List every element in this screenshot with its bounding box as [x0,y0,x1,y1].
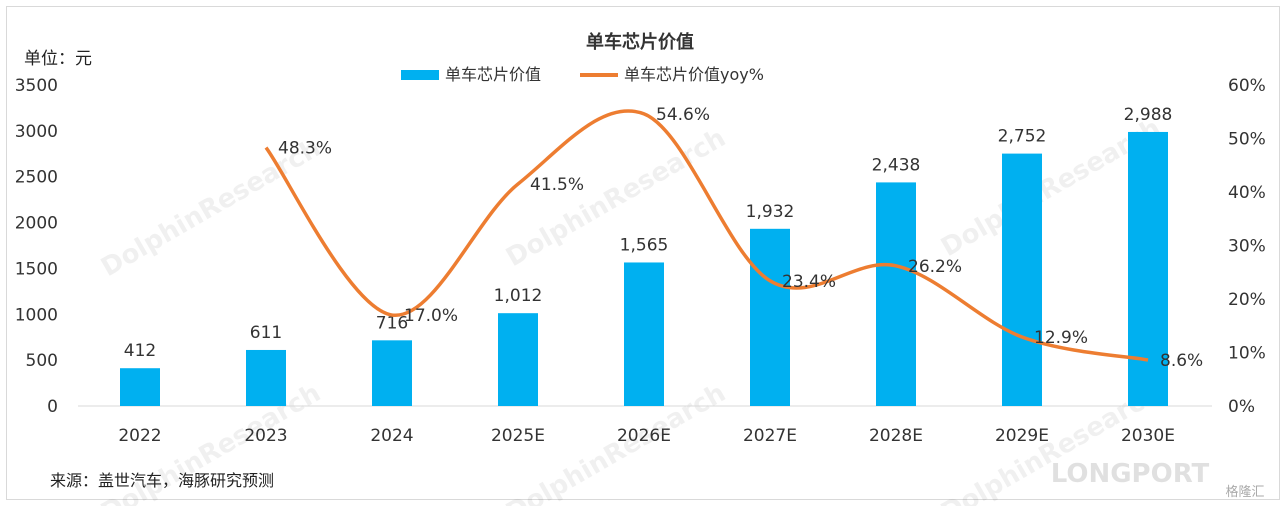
bar [876,182,916,406]
bar [1128,131,1168,407]
x-tick-label: 2029E [995,426,1049,446]
x-tick-label: 2026E [617,426,671,446]
y-left-tick-label: 3000 [15,122,58,142]
yoy-value-label: 8.6% [1160,351,1203,371]
bar-value-label: 412 [124,341,156,361]
x-tick-label: 2030E [1121,426,1175,446]
legend-label-line: 单车芯片价值yoy% [624,65,764,84]
y-right-tick-label: 30% [1228,237,1266,257]
yoy-value-label: 12.9% [1034,328,1088,348]
bar-value-label: 1,932 [746,202,795,222]
unit-label: 单位：元 [24,49,92,69]
y-right-tick-label: 20% [1228,290,1266,310]
source-label: 来源：盖世汽车，海豚研究预测 [50,471,275,490]
bar [120,368,160,406]
x-tick-label: 2023 [244,426,287,446]
bar-value-label: 1,565 [620,235,669,255]
yoy-value-label: 23.4% [782,272,836,292]
yoy-value-label: 17.0% [404,306,458,326]
bar [246,349,286,406]
brand-mark: LONGPORT [1051,459,1210,489]
x-tick-label: 2025E [491,426,545,446]
x-tick-label: 2024 [370,426,413,446]
chart-frame [6,6,1280,500]
yoy-value-label: 54.6% [656,105,710,125]
y-left-tick-label: 1500 [15,259,58,279]
y-left-tick-label: 2500 [15,168,58,188]
bar-value-label: 1,012 [494,286,543,306]
x-tick-label: 2027E [743,426,797,446]
bar-value-label: 2,988 [1124,105,1173,125]
x-tick-label: 2028E [869,426,923,446]
x-tick-label: 2022 [118,426,161,446]
bar [1002,153,1042,406]
bar-value-label: 716 [376,313,408,333]
y-left-tick-label: 500 [26,351,58,371]
bar-value-label: 2,752 [998,127,1047,147]
y-right-tick-label: 40% [1228,183,1266,203]
y-left-tick-label: 0 [47,397,58,417]
brand-mark-small: 格隆汇 [1225,484,1264,500]
bar [750,228,790,406]
yoy-value-label: 48.3% [278,139,332,159]
y-right-tick-label: 0% [1228,397,1255,417]
y-left-tick-label: 1000 [15,305,58,325]
y-right-tick-label: 60% [1228,76,1266,96]
bar [624,262,664,406]
watermark-text: DolphinResearch [501,123,731,273]
y-right-tick-label: 50% [1228,130,1266,150]
legend-swatch-bar [401,70,439,80]
yoy-value-label: 26.2% [908,257,962,277]
legend-label-bar: 单车芯片价值 [445,65,541,84]
y-left-tick-label: 2000 [15,214,58,234]
yoy-line [264,109,1149,362]
bar-value-label: 611 [250,323,282,343]
chart-title: 单车芯片价值 [586,31,694,53]
bar-value-label: 2,438 [872,155,921,175]
yoy-value-label: 41.5% [530,175,584,195]
bar [498,313,538,406]
bar [372,340,412,406]
y-left-tick-label: 3500 [15,76,58,96]
y-right-tick-label: 10% [1228,344,1266,364]
